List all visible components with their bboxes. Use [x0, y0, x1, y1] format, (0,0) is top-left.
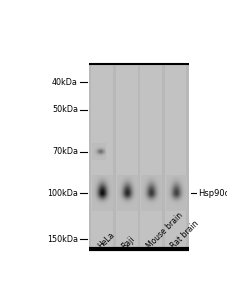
Text: Mouse brain: Mouse brain [144, 211, 184, 251]
Text: Hsp90α: Hsp90α [197, 189, 227, 198]
Text: Rat brain: Rat brain [168, 219, 200, 251]
Bar [88, 64, 188, 248]
Bar [140, 64, 161, 248]
Text: 150kDa: 150kDa [47, 235, 78, 244]
Text: 50kDa: 50kDa [52, 105, 78, 114]
Text: Raji: Raji [120, 234, 136, 251]
Text: HeLa: HeLa [95, 231, 115, 251]
Bar [91, 64, 113, 248]
Text: 100kDa: 100kDa [47, 189, 78, 198]
Bar [164, 64, 186, 248]
Bar [115, 64, 137, 248]
Text: 70kDa: 70kDa [52, 147, 78, 156]
Text: 40kDa: 40kDa [52, 78, 78, 87]
